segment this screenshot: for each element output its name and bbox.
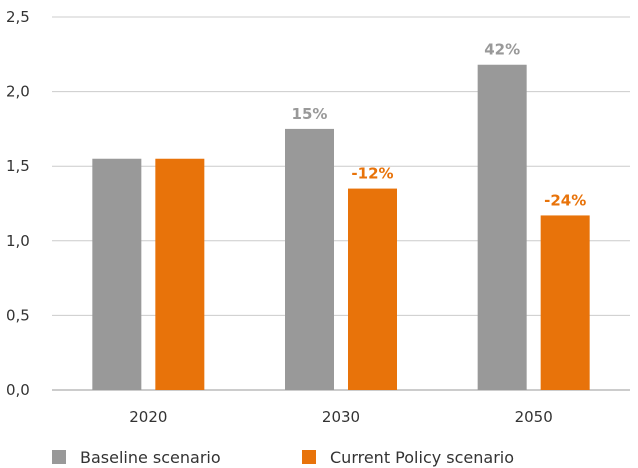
y-axis: 0,0 0,5 1,0 1,5 2,0 2,5 (6, 8, 30, 399)
y-tick-label: 1,5 (6, 157, 30, 175)
x-axis: 2020 2030 2050 (129, 408, 553, 426)
bar-2020-series-2 (155, 158, 205, 390)
y-tick-label: 0,0 (6, 381, 30, 399)
legend: Baseline scenario Current Policy scenario (52, 448, 514, 467)
legend-label: Current Policy scenario (330, 448, 514, 467)
y-tick-label: 0,5 (6, 306, 30, 324)
bar-2050-series-2 (540, 215, 590, 390)
data-label: -24% (544, 191, 586, 209)
x-tick-label: 2030 (322, 408, 360, 426)
y-tick-label: 2,5 (6, 8, 30, 26)
x-tick-label: 2050 (515, 408, 553, 426)
data-label: 15% (292, 105, 328, 123)
y-tick-label: 2,0 (6, 83, 30, 101)
legend-swatch (52, 450, 66, 464)
bar-2030-series-1 (285, 128, 334, 390)
data-label: 42% (484, 41, 520, 59)
y-tick-label: 1,0 (6, 232, 30, 250)
gridlines (52, 16, 630, 391)
bar-2050-series-1 (477, 64, 527, 390)
x-tick-label: 2020 (129, 408, 167, 426)
data-labels: 15% -12% 42% -24% (292, 41, 587, 210)
legend-label: Baseline scenario (80, 448, 221, 467)
data-label: -12% (351, 165, 393, 183)
bars (92, 64, 590, 390)
legend-swatch (302, 450, 316, 464)
bar-2030-series-2 (348, 188, 397, 390)
bar-2020-series-1 (92, 158, 142, 390)
